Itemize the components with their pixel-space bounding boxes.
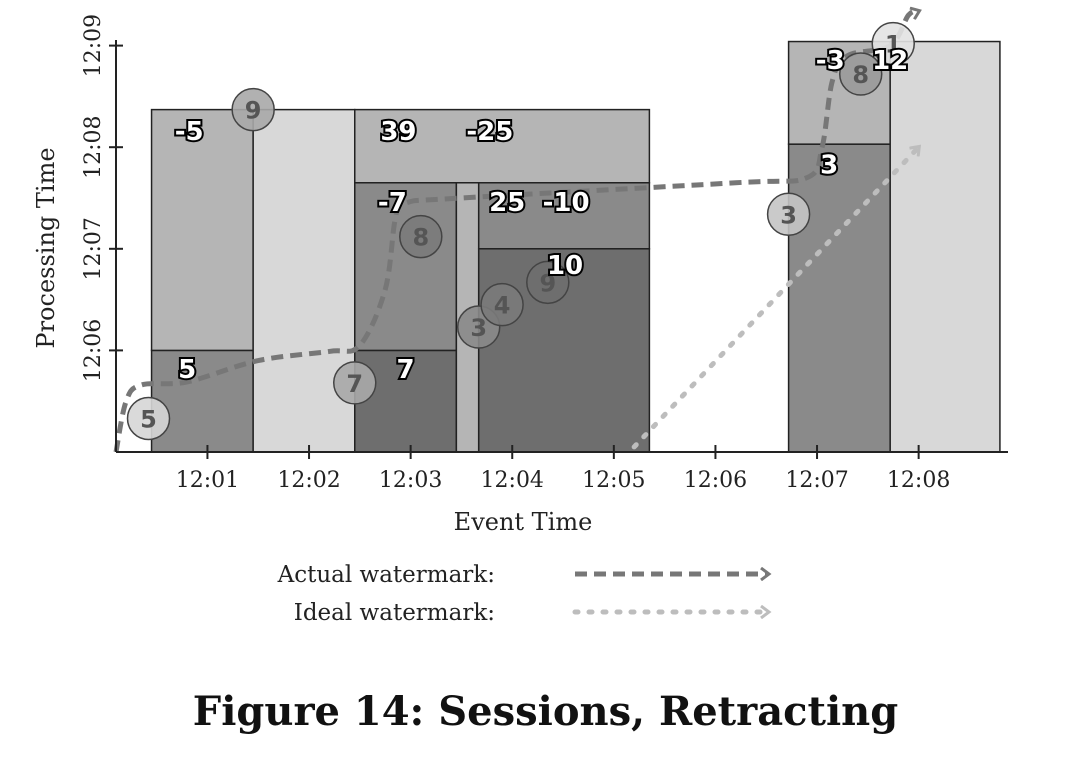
data-point-marker bbox=[333, 361, 377, 405]
y-tick-label: 12:08 bbox=[81, 115, 106, 178]
y-tick-label: 12:06 bbox=[81, 319, 106, 382]
window-pane-2 bbox=[252, 108, 356, 453]
sessions-chart: 12:01 12:02 12:03 12:04 12:05 12:06 12:07 12:08… bbox=[32, 0, 1008, 626]
data-point-label: 3 bbox=[780, 201, 797, 229]
data-point-7: 3 bbox=[766, 192, 811, 237]
data-point-label: 8 bbox=[412, 224, 429, 252]
data-point-marker bbox=[871, 21, 915, 66]
y-tick-label: 12:09 bbox=[81, 14, 106, 77]
figure-caption: Figure 14: Sessions, Retracting bbox=[192, 688, 899, 735]
data-point-marker bbox=[231, 87, 275, 132]
data-point-9: 1 bbox=[871, 21, 915, 66]
axes: 12:01 12:02 12:03 12:04 12:05 12:06 12:07 12:08… bbox=[32, 14, 1008, 536]
window-value-label: -5 bbox=[175, 117, 204, 147]
window-value-label: 12 bbox=[872, 46, 908, 76]
window-value-label: -10 bbox=[543, 188, 590, 218]
legend: Actual watermark: Ideal watermark: bbox=[277, 562, 768, 626]
actual-watermark-line bbox=[113, 11, 919, 453]
data-point-label: 5 bbox=[140, 405, 157, 433]
data-point-label: 4 bbox=[494, 292, 511, 320]
legend-label-dotted: Ideal watermark: bbox=[294, 600, 495, 626]
window-value-label: 10 bbox=[547, 251, 583, 281]
y-axis-title: Processing Time bbox=[32, 147, 60, 348]
data-point-marker bbox=[526, 260, 570, 305]
data-point-label: 3 bbox=[470, 314, 487, 342]
data-point-2: 7 bbox=[333, 361, 377, 405]
data-point-6: 9 bbox=[526, 260, 570, 305]
x-tick-label: 12:06 bbox=[684, 468, 747, 493]
ideal-watermark-layer bbox=[631, 147, 922, 450]
data-point-label: 8 bbox=[852, 61, 869, 89]
data-point-marker bbox=[480, 282, 524, 327]
window-value-label: 39 bbox=[380, 117, 416, 147]
window-pane-11 bbox=[889, 40, 1001, 453]
ideal-watermark-line bbox=[631, 147, 922, 450]
x-tick-label: 12:01 bbox=[176, 468, 239, 493]
data-point-0: 5 bbox=[126, 396, 171, 441]
window-value-label: 25 bbox=[489, 188, 525, 218]
x-tick-label: 12:03 bbox=[379, 468, 442, 493]
window-pane-1 bbox=[150, 108, 254, 352]
window-pane-9 bbox=[787, 143, 891, 453]
window-value-label: -7 bbox=[378, 188, 407, 218]
x-axis-title: Event Time bbox=[454, 508, 593, 536]
window-value-label: 3 bbox=[820, 151, 838, 181]
y-tick-label: 12:07 bbox=[81, 217, 106, 280]
x-tick-label: 12:07 bbox=[785, 468, 848, 493]
data-point-8: 8 bbox=[838, 52, 883, 96]
data-point-label: 9 bbox=[539, 269, 556, 297]
data-point-marker bbox=[838, 52, 883, 96]
legend-label-dashed: Actual watermark: bbox=[277, 562, 495, 588]
data-point-label: 1 bbox=[885, 31, 902, 59]
session-windows bbox=[150, 40, 1001, 453]
data-point-3: 8 bbox=[399, 214, 443, 259]
x-tick-label: 12:02 bbox=[277, 468, 340, 493]
window-value-label: -3 bbox=[816, 46, 845, 76]
actual-watermark-layer bbox=[113, 11, 919, 453]
data-point-1: 9 bbox=[231, 87, 275, 132]
x-tick-label: 12:08 bbox=[887, 468, 950, 493]
window-value-label: 5 bbox=[178, 355, 196, 385]
x-tick-label: 12:04 bbox=[481, 468, 544, 493]
data-point-marker bbox=[126, 396, 171, 441]
window-value-label: 7 bbox=[397, 355, 415, 385]
window-pane-4 bbox=[354, 349, 458, 453]
data-point-5: 4 bbox=[480, 282, 524, 327]
data-point-label: 9 bbox=[245, 97, 262, 125]
x-tick-label: 12:05 bbox=[582, 468, 645, 493]
data-point-marker bbox=[399, 214, 443, 259]
window-pane-3 bbox=[354, 108, 651, 184]
window-value-label: -25 bbox=[466, 117, 513, 147]
data-point-marker bbox=[766, 192, 811, 237]
data-point-label: 7 bbox=[346, 370, 363, 398]
